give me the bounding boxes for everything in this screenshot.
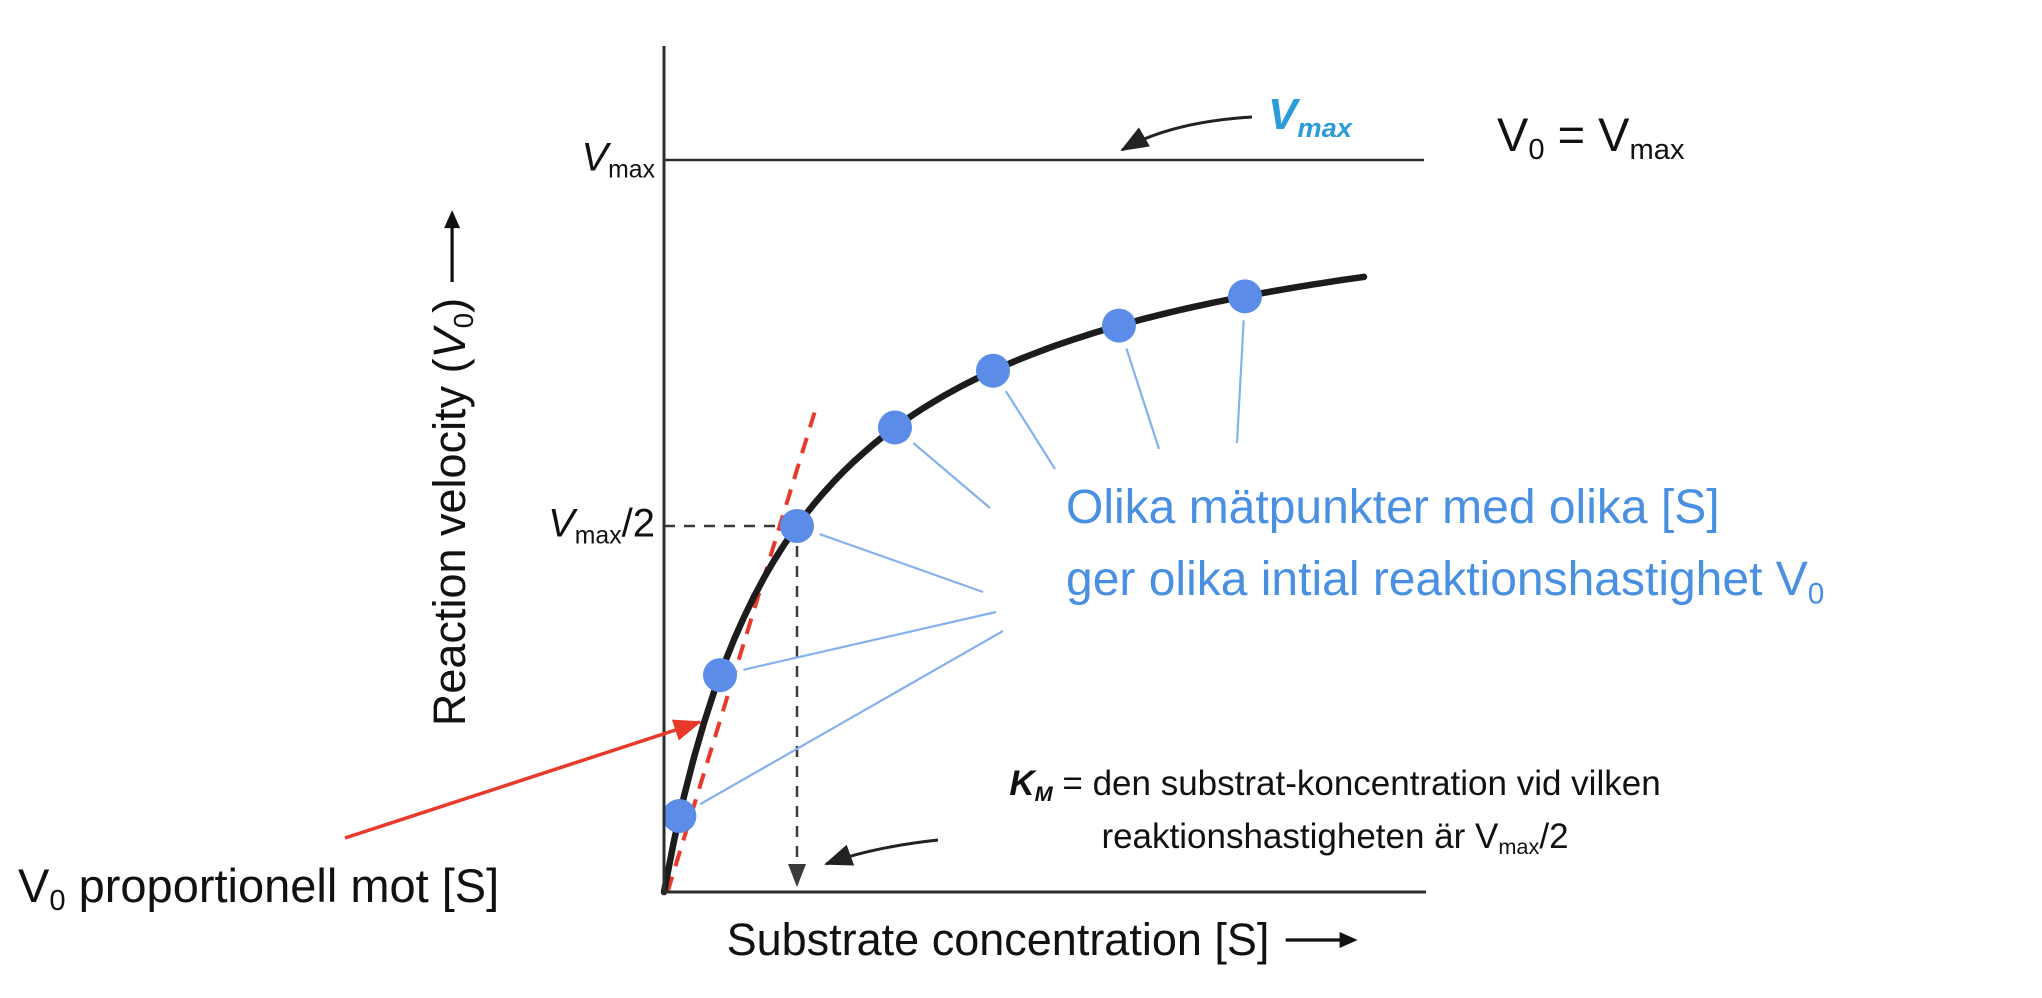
km-definition-note: KM = den substrat-koncentration vid vilk… — [950, 758, 1720, 863]
vmax-callout-label: Vmax — [1268, 90, 1352, 143]
datapoint-connector-line — [1004, 390, 1056, 470]
vmax-tick-label: Vmax — [581, 135, 655, 184]
km-definition-line1: KM = den substrat-koncentration vid vilk… — [1009, 764, 1661, 807]
datapoint-connector-line — [1235, 320, 1245, 444]
data-point — [878, 410, 912, 445]
km-symbol: K — [1009, 764, 1035, 803]
y-axis-label: Reaction velocity (V0) — [424, 209, 480, 726]
measurement-points-note-line2: ger olika intial reaktionshastighet V0 — [1066, 553, 1825, 611]
datapoint-connector-line — [699, 630, 1004, 806]
data-point — [703, 658, 737, 693]
vmax-callout-arrow — [1120, 115, 1253, 152]
km-down-arrowhead-icon — [788, 864, 806, 887]
y-axis-arrow-icon — [443, 209, 460, 282]
measurement-points-note-line1: Olika mätpunkter med olika [S] — [1066, 481, 1720, 534]
km-definition-line2: reaktionshastigheten är Vmax/2 — [1101, 816, 1569, 859]
data-point — [780, 509, 814, 543]
x-axis-label-text: Substrate concentration [S] — [726, 914, 1270, 965]
proportionality-arrow — [344, 719, 702, 840]
v0-equals-vmax-label: V0 = Vmax — [1497, 107, 1685, 167]
datapoint-connector-line — [819, 532, 984, 594]
datapoint-connector-line — [912, 442, 991, 509]
vmax-half-tick-label: Vmax/2 — [548, 501, 655, 550]
data-point — [976, 353, 1010, 388]
data-point — [1102, 308, 1136, 343]
v0-proportional-note: V0 proportionell mot [S] — [18, 859, 500, 918]
datapoint-connector-line — [743, 610, 997, 671]
km-note-arrow — [824, 838, 939, 866]
datapoint-connector-line — [1125, 348, 1161, 450]
data-point — [1228, 279, 1262, 314]
x-axis-arrow-icon — [1285, 932, 1358, 948]
data-point — [662, 799, 697, 834]
x-axis-label: Substrate concentration [S] — [727, 914, 1358, 966]
v0-symbol: V — [424, 328, 476, 359]
measurement-points-note: Olika mätpunkter med olika [S] ger olika… — [1066, 472, 1824, 617]
